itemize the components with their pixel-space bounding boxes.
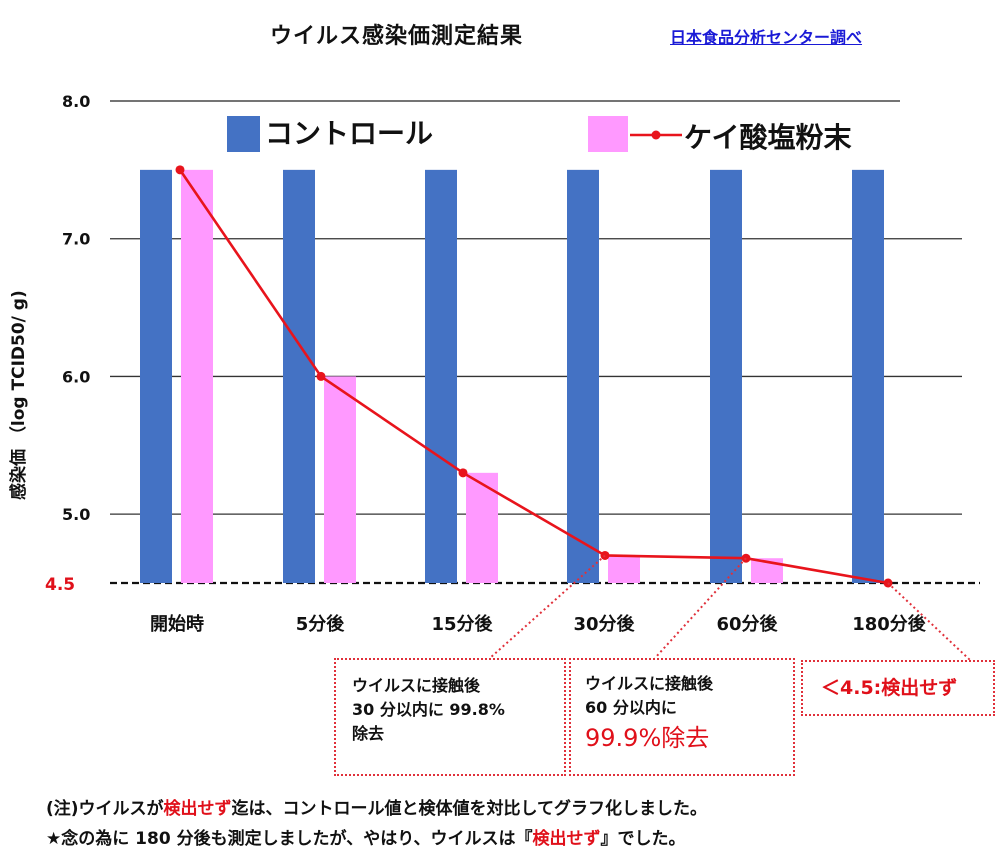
leader-30min bbox=[489, 554, 606, 659]
x-tick-label: 60分後 bbox=[716, 613, 778, 635]
threshold-label: 4.5 bbox=[45, 575, 75, 595]
footnote-2-red: 検出せず bbox=[532, 829, 601, 849]
legend-marker-silicate bbox=[651, 130, 661, 140]
bar-control bbox=[140, 169, 172, 583]
bar-control bbox=[425, 169, 457, 583]
annotation-box-not-detected: ＜4.5:検出せず bbox=[801, 660, 995, 716]
line-series bbox=[175, 165, 893, 588]
axis-ticks: 8.0 7.0 6.0 5.0 4.5 感染価 （log TCID50/ g) 開始時 5分後… bbox=[8, 92, 927, 635]
chart-title: ウイルス感染価測定結果 bbox=[270, 24, 524, 49]
y-tick-label: 7.0 bbox=[62, 230, 90, 249]
annotation-60min-line1: ウイルスに接触後 bbox=[585, 674, 714, 693]
line-silicate bbox=[178, 169, 889, 585]
legend-label-control: コントロール bbox=[265, 117, 434, 150]
x-tick-label: 5分後 bbox=[296, 613, 346, 635]
x-tick-label: 180分後 bbox=[852, 613, 927, 635]
legend-swatch-control bbox=[227, 116, 260, 152]
bar-control bbox=[852, 169, 884, 583]
footnote-2-pre: ★念の為に 180 分後も測定しましたが、やはり、ウイルスは『 bbox=[46, 829, 533, 849]
y-axis-label: 感染価 （log TCID50/ g) bbox=[8, 290, 29, 500]
bar-control bbox=[283, 169, 315, 583]
leader-60min bbox=[654, 557, 747, 659]
footnote-2-post: 』でした。 bbox=[600, 829, 686, 849]
bar-control bbox=[710, 169, 742, 583]
annotation-box-30min: ウイルスに接触後 30 分以内に 99.8% 除去 bbox=[334, 658, 566, 776]
line-point bbox=[458, 468, 468, 478]
annotation-30min-line1: ウイルスに接触後 bbox=[352, 676, 481, 695]
bars bbox=[140, 169, 884, 583]
x-tick-label: 開始時 bbox=[150, 613, 204, 635]
annotation-box-60min: ウイルスに接触後 60 分以内に 99.9%除去 bbox=[569, 658, 795, 776]
gridlines bbox=[110, 100, 980, 585]
annotation-leaders bbox=[489, 554, 971, 661]
line-point bbox=[316, 371, 326, 381]
bar-silicate bbox=[608, 555, 640, 583]
leader-180min bbox=[887, 582, 971, 661]
y-tick-label: 5.0 bbox=[62, 505, 90, 524]
y-tick-label: 6.0 bbox=[62, 367, 90, 386]
legend-swatch-silicate bbox=[588, 116, 628, 152]
y-tick-label: 8.0 bbox=[62, 92, 90, 111]
footnote-1-post: 迄は、コントロール値と検体値を対比してグラフ化しました。 bbox=[231, 799, 708, 819]
annotation-30min-line2: 30 分以内に 99.8% bbox=[352, 700, 505, 719]
bar-silicate bbox=[181, 169, 213, 583]
footnote-1: (注)ウイルスが検出せず迄は、コントロール値と検体値を対比してグラフ化しました。 bbox=[46, 794, 707, 819]
legend bbox=[227, 116, 682, 152]
annotation-30min-line3: 除去 bbox=[352, 724, 385, 743]
x-tick-label: 15分後 bbox=[431, 613, 493, 635]
annotation-60min-line2: 60 分以内に bbox=[585, 698, 677, 717]
line-point bbox=[175, 165, 185, 175]
footnote-1-pre: (注)ウイルスが bbox=[46, 799, 164, 819]
bar-control bbox=[567, 169, 599, 583]
legend-label-silicate: ケイ酸塩粉末 bbox=[684, 121, 852, 154]
annotation-60min-line3: 99.9%除去 bbox=[585, 724, 710, 752]
bar-silicate bbox=[324, 376, 356, 583]
source-link[interactable]: 日本食品分析センター調べ bbox=[670, 28, 863, 47]
footnote-2: ★念の為に 180 分後も測定しましたが、やはり、ウイルスは『検出せず』でした。 bbox=[46, 824, 686, 849]
footnote-1-red: 検出せず bbox=[163, 799, 232, 819]
x-tick-label: 30分後 bbox=[573, 613, 635, 635]
